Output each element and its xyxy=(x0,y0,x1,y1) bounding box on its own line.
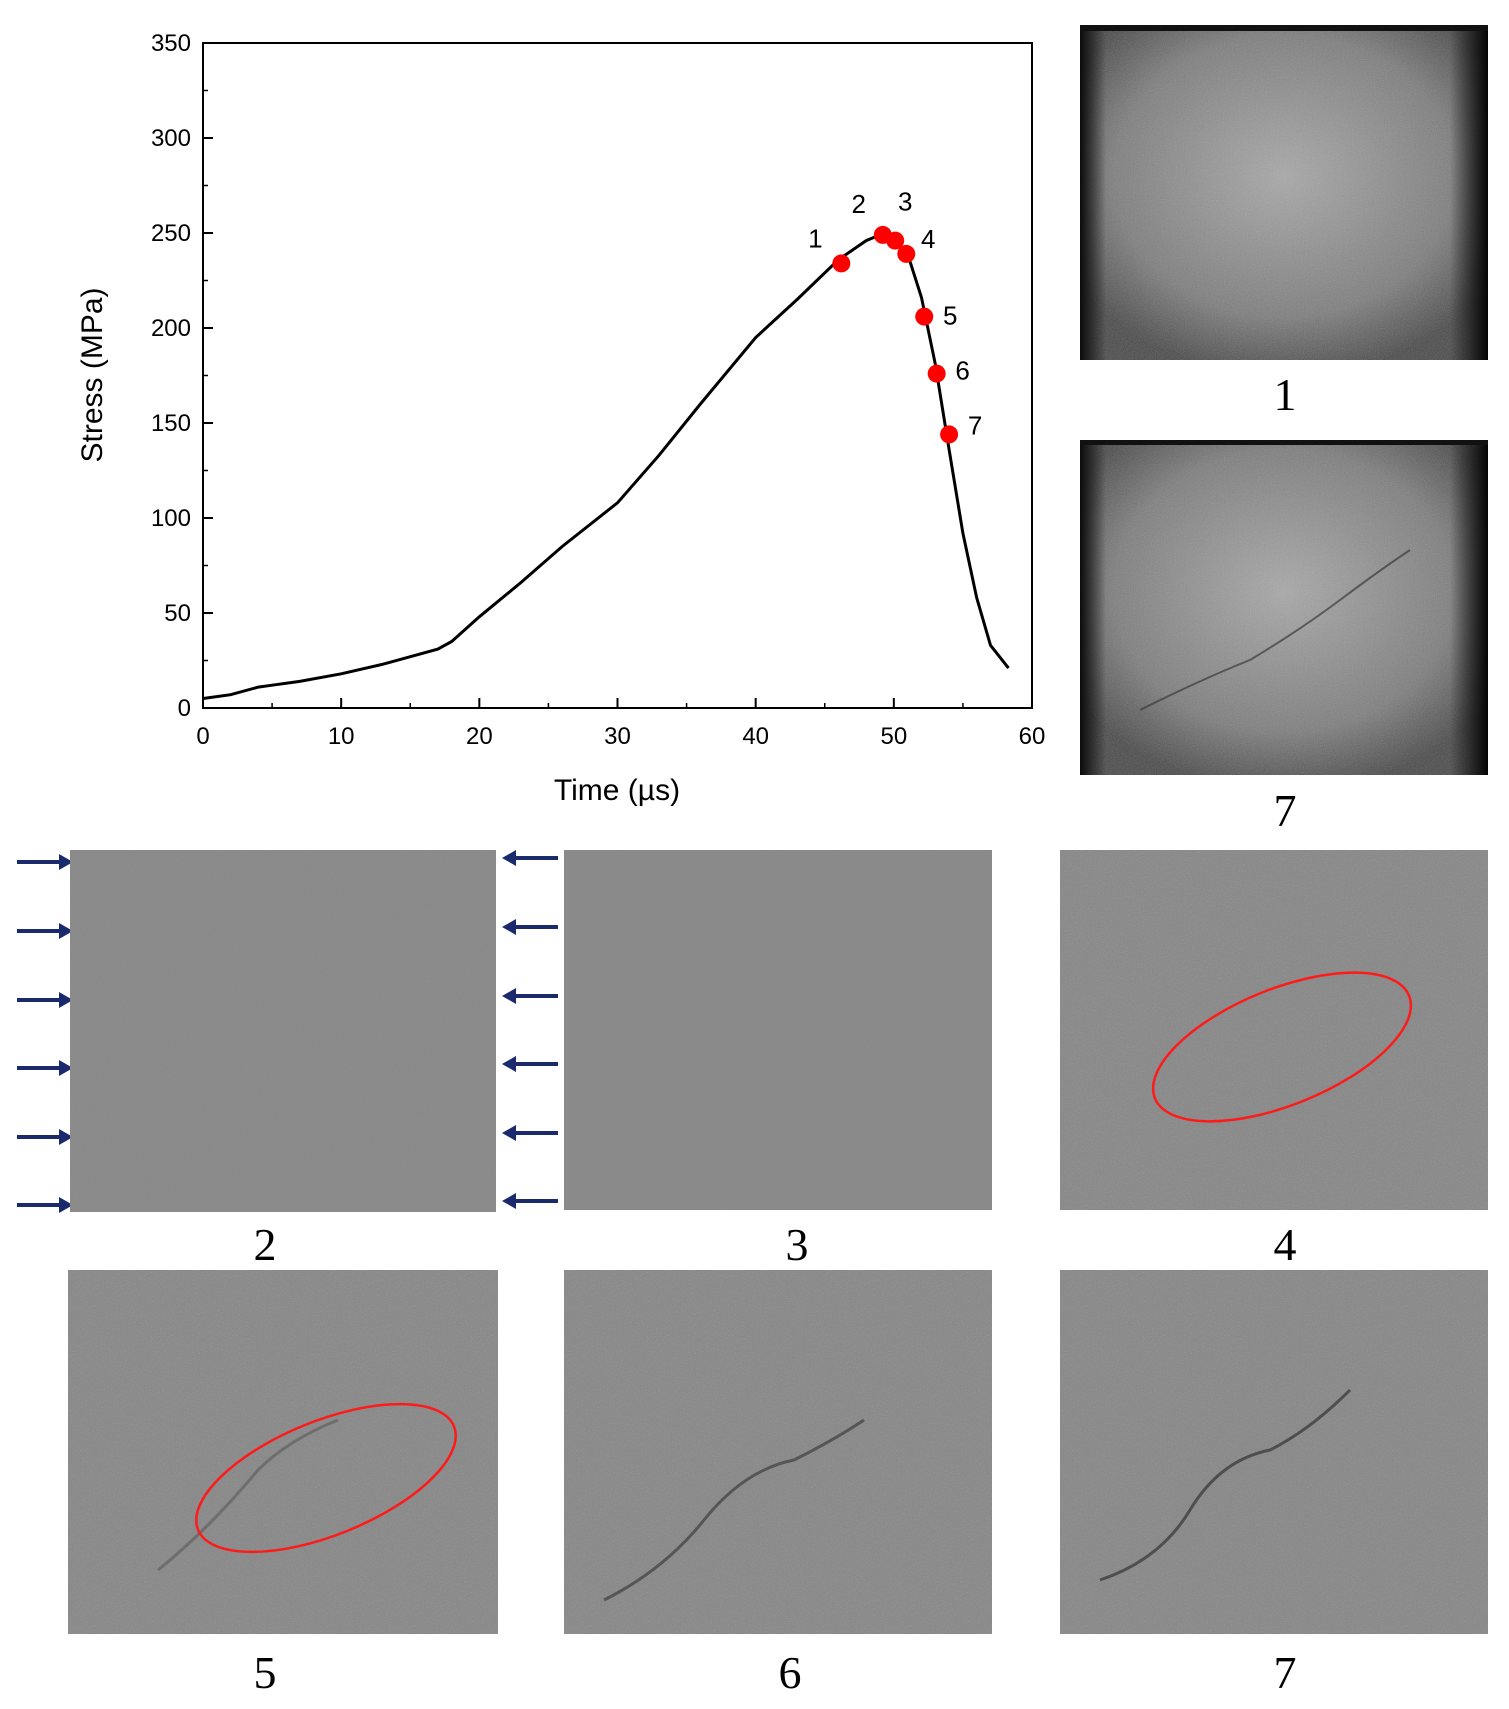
photo-4-caption: 4 xyxy=(1273,1219,1297,1270)
x-tick-label: 60 xyxy=(1019,723,1046,750)
marker-point-5 xyxy=(915,307,934,326)
y-tick-label: 350 xyxy=(151,30,191,57)
photo-5 xyxy=(68,1270,498,1634)
photo-6-caption: 6 xyxy=(778,1647,802,1698)
load-arrows-left xyxy=(17,854,73,1213)
photo-1 xyxy=(1080,25,1488,360)
stress-time-chart: 0 10 20 30 40 50 60 0 50 100 150 200 250 300 350 12 34… xyxy=(76,30,1045,807)
photo-7-bottom xyxy=(1060,1270,1488,1634)
x-axis-label: Time (µs) xyxy=(554,774,680,807)
x-tick-label: 40 xyxy=(742,723,769,750)
photo-5-caption: 5 xyxy=(253,1647,277,1698)
marker-label-3: 3 xyxy=(898,187,912,217)
photo-6 xyxy=(564,1270,992,1634)
plot-frame xyxy=(202,42,1033,709)
photo-7-top-caption: 7 xyxy=(1273,785,1297,836)
marker-label-6: 6 xyxy=(955,356,969,386)
y-tick-label: 100 xyxy=(151,505,191,532)
marker-point-7 xyxy=(940,425,959,444)
x-tick-label: 0 xyxy=(196,723,209,750)
marker-point-4 xyxy=(897,244,916,263)
highlight-ellipse xyxy=(1151,971,1413,1123)
photo-7-top xyxy=(1080,440,1488,775)
y-axis-ticks: 0 50 100 150 200 250 300 350 xyxy=(151,30,213,722)
crack-region xyxy=(157,1418,339,1572)
marker-label-1: 1 xyxy=(808,223,822,253)
marker-label-7: 7 xyxy=(968,410,982,440)
marker-point-1 xyxy=(832,254,851,273)
crack-line xyxy=(1139,549,1411,711)
y-tick-label: 200 xyxy=(151,315,191,342)
x-tick-label: 10 xyxy=(328,723,355,750)
photo-3 xyxy=(564,850,992,1210)
marker-label-4: 4 xyxy=(921,224,935,254)
crack-line xyxy=(1099,1388,1352,1582)
photo-2 xyxy=(70,850,496,1212)
marker-point-3 xyxy=(886,231,905,250)
y-tick-label: 50 xyxy=(164,600,191,627)
x-tick-label: 50 xyxy=(880,723,907,750)
photo-2-caption: 2 xyxy=(253,1219,277,1270)
marker-label-5: 5 xyxy=(943,301,957,331)
stress-curve xyxy=(202,233,1010,700)
crack-line xyxy=(603,1418,865,1602)
x-tick-label: 30 xyxy=(604,723,631,750)
marker-label-2: 2 xyxy=(852,189,866,219)
marker-point-6 xyxy=(927,364,946,383)
y-tick-label: 0 xyxy=(178,695,191,722)
photo-4 xyxy=(1060,850,1488,1210)
y-tick-label: 300 xyxy=(151,125,191,152)
y-axis-label: Stress (MPa) xyxy=(76,287,109,462)
x-tick-label: 20 xyxy=(466,723,493,750)
load-arrows-right xyxy=(502,850,558,1209)
y-tick-label: 250 xyxy=(151,220,191,247)
photo-1-caption: 1 xyxy=(1273,369,1297,420)
photo-7-bottom-caption: 7 xyxy=(1273,1647,1297,1698)
x-axis-ticks: 0 10 20 30 40 50 60 xyxy=(196,698,1045,750)
highlight-ellipse xyxy=(195,1402,457,1554)
photo-3-caption: 3 xyxy=(785,1219,809,1270)
y-tick-label: 150 xyxy=(151,410,191,437)
